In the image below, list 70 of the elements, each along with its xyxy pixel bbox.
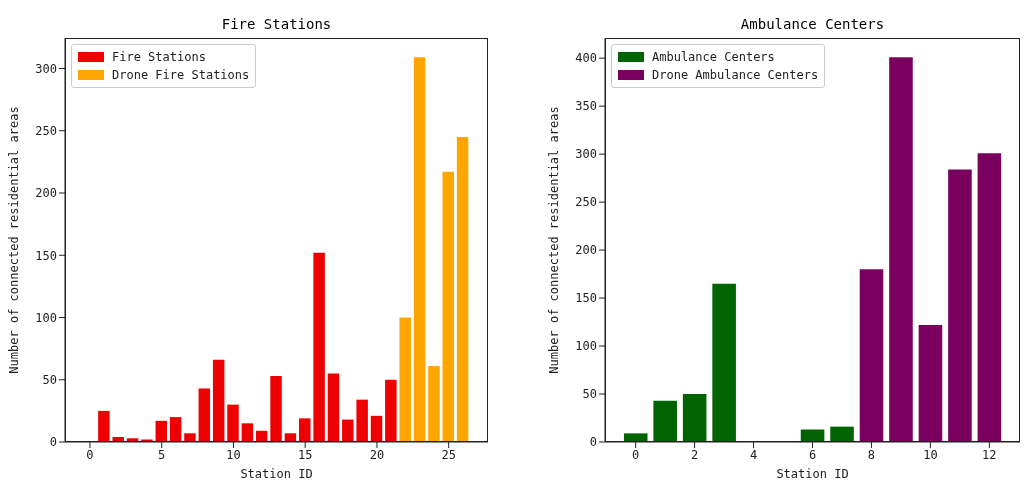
bar bbox=[830, 426, 854, 442]
bar bbox=[712, 283, 736, 442]
bar bbox=[370, 415, 383, 442]
bar bbox=[212, 359, 225, 442]
x-axis-title: Station ID bbox=[240, 467, 313, 481]
bar bbox=[98, 410, 110, 442]
y-tick-label: 50 bbox=[42, 373, 57, 388]
y-tick-label: 300 bbox=[35, 61, 57, 76]
x-tick-label: 15 bbox=[297, 447, 313, 462]
bar bbox=[859, 269, 884, 442]
bar bbox=[918, 324, 943, 442]
x-tick-label: 0 bbox=[86, 447, 94, 462]
bar bbox=[889, 57, 913, 442]
bar bbox=[184, 433, 196, 442]
y-axis-title: Number of connected residential areas bbox=[547, 106, 562, 374]
bar bbox=[413, 57, 426, 442]
bar bbox=[327, 373, 340, 442]
x-tick-label: 10 bbox=[923, 447, 938, 462]
y-tick-label: 50 bbox=[582, 387, 597, 402]
legend-label: Drone Ambulance Centers bbox=[652, 67, 819, 84]
bar bbox=[428, 366, 440, 442]
x-tick-label: 4 bbox=[749, 447, 758, 462]
bar bbox=[623, 433, 648, 442]
bar bbox=[313, 252, 325, 442]
x-axis-title: Station ID bbox=[776, 467, 849, 481]
legend-label: Ambulance Centers bbox=[652, 49, 775, 66]
y-tick-label: 200 bbox=[35, 186, 57, 201]
x-tick-label: 10 bbox=[226, 447, 241, 462]
legend-label: Drone Fire Stations bbox=[112, 67, 250, 84]
y-tick-label: 200 bbox=[575, 243, 597, 258]
bar bbox=[227, 404, 239, 442]
y-tick-label: 150 bbox=[575, 291, 597, 306]
y-tick-label: 300 bbox=[575, 147, 597, 162]
y-tick-label: 100 bbox=[35, 310, 57, 325]
y-tick-label: 250 bbox=[575, 195, 597, 210]
y-tick-label: 400 bbox=[575, 51, 597, 66]
bar bbox=[385, 379, 397, 442]
bar bbox=[155, 420, 168, 442]
bar bbox=[299, 418, 311, 442]
bar bbox=[977, 153, 1002, 442]
y-tick-label: 100 bbox=[575, 339, 597, 354]
y-tick-label: 0 bbox=[49, 435, 57, 450]
y-tick-label: 250 bbox=[35, 124, 57, 139]
x-tick-label: 20 bbox=[369, 447, 385, 462]
x-tick-label: 12 bbox=[982, 447, 997, 462]
bar bbox=[442, 171, 454, 442]
legend-label: Fire Stations bbox=[112, 49, 206, 66]
chart-title: Fire Stations bbox=[220, 16, 333, 32]
bar bbox=[653, 400, 677, 442]
y-axis-title: Number of connected residential areas bbox=[7, 106, 22, 374]
x-tick-label: 25 bbox=[441, 447, 456, 462]
bar bbox=[198, 388, 211, 442]
x-tick-label: 8 bbox=[867, 447, 876, 462]
bar bbox=[948, 169, 972, 442]
bar bbox=[342, 419, 354, 442]
bar bbox=[399, 317, 411, 442]
y-tick-label: 150 bbox=[35, 248, 57, 263]
chart-title: Ambulance Centers bbox=[739, 16, 886, 32]
bar bbox=[356, 399, 368, 442]
x-tick-label: 5 bbox=[158, 447, 166, 462]
x-tick-label: 2 bbox=[690, 447, 699, 462]
y-tick-label: 350 bbox=[575, 99, 597, 114]
bar bbox=[682, 394, 707, 442]
x-tick-label: 6 bbox=[808, 447, 817, 462]
bar bbox=[241, 423, 254, 442]
bar bbox=[169, 417, 182, 442]
bar bbox=[456, 136, 469, 442]
y-tick-label: 0 bbox=[589, 435, 597, 450]
x-tick-label: 0 bbox=[632, 447, 640, 462]
bar bbox=[270, 376, 282, 442]
